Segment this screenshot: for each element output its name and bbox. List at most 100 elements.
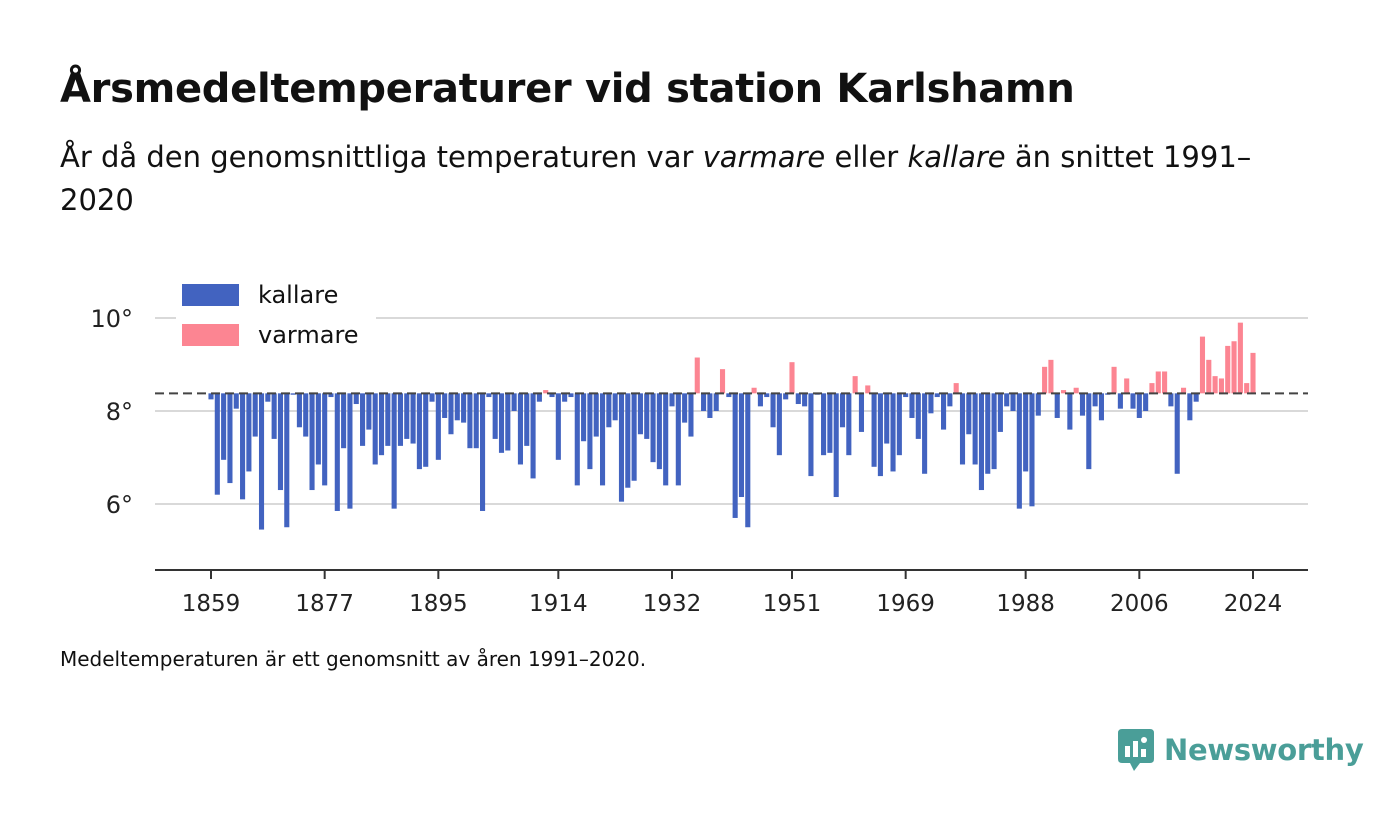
x-tick-label: 1969 [876, 591, 935, 617]
bar-kallare [1117, 393, 1123, 409]
bar-kallare [1016, 393, 1022, 509]
bar-kallare [366, 393, 372, 430]
bar-varmare [1060, 390, 1067, 394]
bar-varmare [1244, 383, 1250, 394]
x-tick-label: 2006 [1110, 591, 1169, 617]
bar-kallare [505, 393, 511, 451]
bar-kallare [997, 393, 1003, 432]
bar-kallare [454, 393, 460, 421]
bar-kallare [435, 393, 441, 460]
bar-kallare [1193, 393, 1199, 402]
bar-kallare [448, 393, 454, 435]
bar-kallare [214, 393, 220, 495]
chart-title: Årsmedeltemperaturer vid station Karlsha… [60, 66, 1075, 112]
bar-kallare [618, 393, 625, 502]
bar-kallare [347, 393, 353, 509]
x-tick-label: 1877 [295, 591, 354, 617]
bar-varmare [543, 390, 549, 394]
bar-kallare [726, 393, 732, 398]
bar-kallare [265, 393, 271, 402]
bar-kallare [827, 393, 833, 453]
bar-kallare [208, 393, 214, 400]
bar-kallare [656, 393, 662, 470]
bar-varmare [1073, 387, 1079, 394]
bar-kallare [277, 393, 284, 491]
bar-kallare [511, 393, 517, 411]
bar-kallare [524, 393, 530, 446]
bar-kallare [890, 393, 896, 472]
bar-varmare [789, 362, 795, 394]
legend: kallare varmare [176, 278, 376, 352]
bar-kallare [644, 393, 650, 439]
bar-kallare [410, 393, 416, 444]
legend-label-kallare: kallare [258, 281, 338, 309]
bar-kallare [581, 393, 587, 442]
bar-kallare [846, 393, 852, 456]
x-tick-label: 2024 [1224, 591, 1283, 617]
bar-kallare [922, 393, 928, 474]
x-tick-label: 1859 [182, 591, 241, 617]
bar-kallare [480, 393, 486, 511]
bar-varmare [1218, 378, 1224, 394]
bar-kallare [783, 393, 789, 400]
bar-kallare [372, 393, 378, 465]
subtitle-cold: kallare [907, 140, 1006, 174]
bar-kallare [707, 393, 713, 418]
x-tick-label: 1914 [529, 591, 588, 617]
bar-varmare [1212, 376, 1218, 394]
bar-kallare [606, 393, 612, 428]
bar-kallare [486, 393, 492, 398]
legend-swatch-varmare [182, 324, 239, 346]
x-tick-label: 1988 [996, 591, 1055, 617]
bar-varmare [1199, 336, 1206, 394]
bar-varmare [694, 357, 700, 394]
bar-kallare [240, 393, 246, 500]
bar-kallare [650, 393, 656, 463]
bar-kallare [701, 393, 707, 411]
bar-kallare [378, 393, 385, 456]
bar-kallare [1067, 393, 1073, 430]
x-tick-label: 1951 [763, 591, 822, 617]
bar-kallare [391, 393, 397, 509]
bar-kallare [1092, 393, 1098, 407]
bar-kallare [227, 393, 233, 484]
bar-kallare [669, 393, 675, 407]
bar-kallare [770, 393, 776, 428]
bar-kallare [423, 393, 429, 467]
bar-varmare [865, 385, 871, 394]
bar-kallare [1004, 393, 1010, 407]
bar-kallare [587, 393, 593, 470]
bar-varmare [1155, 371, 1161, 394]
bar-kallare [713, 393, 719, 411]
bar-kallare [928, 393, 934, 414]
bar-kallare [593, 393, 599, 437]
bar-kallare [1023, 393, 1029, 472]
bar-kallare [1029, 393, 1035, 507]
bar-varmare [1180, 387, 1187, 394]
bar-kallare [808, 393, 814, 477]
legend-swatch-kallare [182, 284, 239, 306]
bar-kallare [625, 393, 631, 488]
bar-kallare [536, 393, 542, 402]
bar-kallare [1054, 393, 1060, 418]
bar-kallare [246, 393, 252, 472]
bar-kallare [334, 393, 340, 511]
bar-kallare [637, 393, 643, 435]
bar-kallare [416, 393, 422, 470]
bar-kallare [833, 393, 839, 498]
bar-kallare [599, 393, 606, 486]
brand-logo: Newsworthy [1118, 728, 1364, 772]
bar-kallare [555, 393, 561, 460]
bar-varmare [1250, 352, 1256, 394]
bar-kallare [252, 393, 258, 437]
bar-kallare [322, 393, 328, 486]
bar-kallare [871, 393, 877, 467]
bar-kallare [947, 393, 953, 407]
bar-kallare [915, 393, 921, 439]
bar-kallare [966, 393, 972, 435]
bar-kallare [1136, 393, 1142, 418]
bar-varmare [1149, 383, 1155, 394]
bar-kallare [284, 393, 290, 528]
subtitle-warm: varmare [702, 140, 826, 174]
